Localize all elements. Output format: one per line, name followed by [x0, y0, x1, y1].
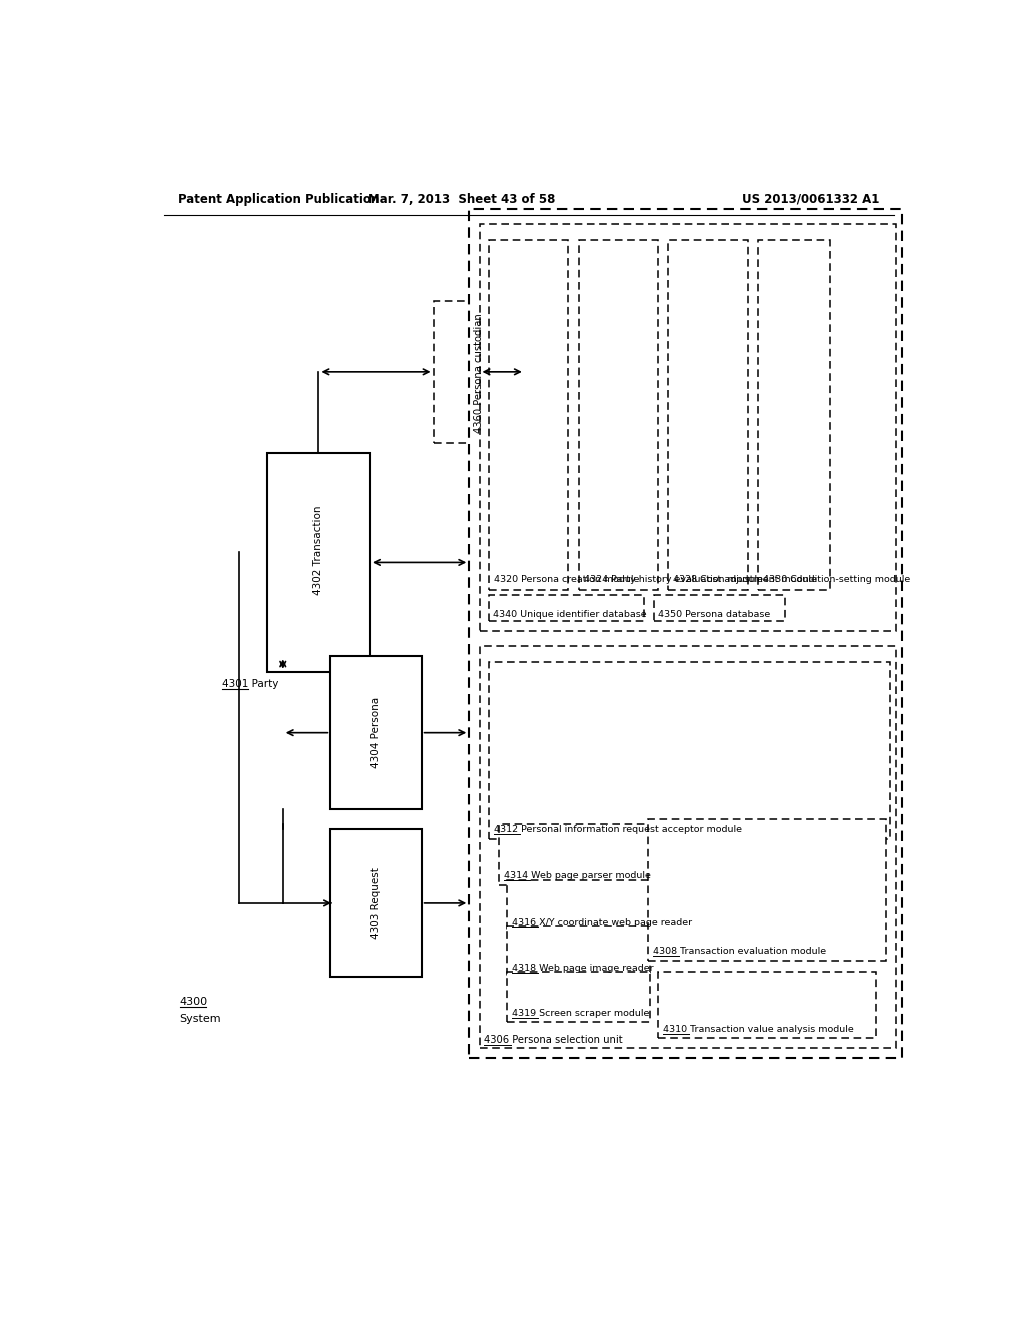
Bar: [479, 647, 896, 1048]
Text: 4316 X/Y coordinate web page reader: 4316 X/Y coordinate web page reader: [512, 917, 692, 927]
Bar: [489, 595, 644, 620]
Text: System: System: [179, 1014, 221, 1024]
Bar: [469, 210, 902, 1057]
Text: 4360 Persona custodian: 4360 Persona custodian: [474, 313, 484, 433]
Bar: [507, 925, 650, 977]
Bar: [669, 240, 748, 590]
Bar: [758, 240, 829, 590]
Bar: [331, 829, 422, 977]
Text: US 2013/0061332 A1: US 2013/0061332 A1: [741, 193, 880, 206]
Text: 4320 Persona creation module: 4320 Persona creation module: [494, 576, 639, 585]
Bar: [579, 240, 658, 590]
Bar: [331, 656, 422, 809]
Text: Patent Application Publication: Patent Application Publication: [178, 193, 379, 206]
Text: 4308 Transaction evaluation module: 4308 Transaction evaluation module: [652, 948, 825, 956]
Bar: [489, 240, 568, 590]
Text: 4350 Persona database: 4350 Persona database: [658, 610, 770, 619]
Text: 4300: 4300: [179, 997, 208, 1007]
Bar: [654, 595, 785, 620]
Text: 4340 Unique identifier database: 4340 Unique identifier database: [494, 610, 647, 619]
Text: 4304 Persona: 4304 Persona: [371, 697, 381, 768]
Text: 4310 Transaction value analysis module: 4310 Transaction value analysis module: [663, 1024, 854, 1034]
Bar: [489, 661, 890, 840]
Text: 4303 Request: 4303 Request: [371, 867, 381, 939]
Bar: [433, 301, 524, 444]
Text: 4301 Party: 4301 Party: [221, 678, 279, 689]
Bar: [267, 453, 370, 672]
Bar: [507, 972, 650, 1022]
Bar: [479, 224, 896, 631]
Text: 4318 Web page image reader: 4318 Web page image reader: [512, 964, 653, 973]
Text: 4306 Persona selection unit: 4306 Persona selection unit: [483, 1035, 623, 1044]
Text: 4330 Condition-setting module: 4330 Condition-setting module: [763, 576, 910, 585]
Text: Mar. 7, 2013  Sheet 43 of 58: Mar. 7, 2013 Sheet 43 of 58: [368, 193, 555, 206]
Text: 4302 Transaction: 4302 Transaction: [313, 506, 324, 595]
Bar: [500, 824, 694, 886]
Bar: [658, 972, 877, 1038]
Text: 4312 Personal information request acceptor module: 4312 Personal information request accept…: [494, 825, 741, 834]
Bar: [507, 880, 650, 931]
Text: FIG. 43: FIG. 43: [708, 246, 774, 264]
Text: 4324 Party history evaluation module: 4324 Party history evaluation module: [584, 576, 763, 585]
Text: 4319 Screen scraper module: 4319 Screen scraper module: [512, 1010, 649, 1018]
Text: 4314 Web page parser module: 4314 Web page parser module: [504, 871, 651, 880]
Text: 4328 Cost adjustment module: 4328 Cost adjustment module: [673, 576, 817, 585]
Bar: [648, 818, 886, 961]
